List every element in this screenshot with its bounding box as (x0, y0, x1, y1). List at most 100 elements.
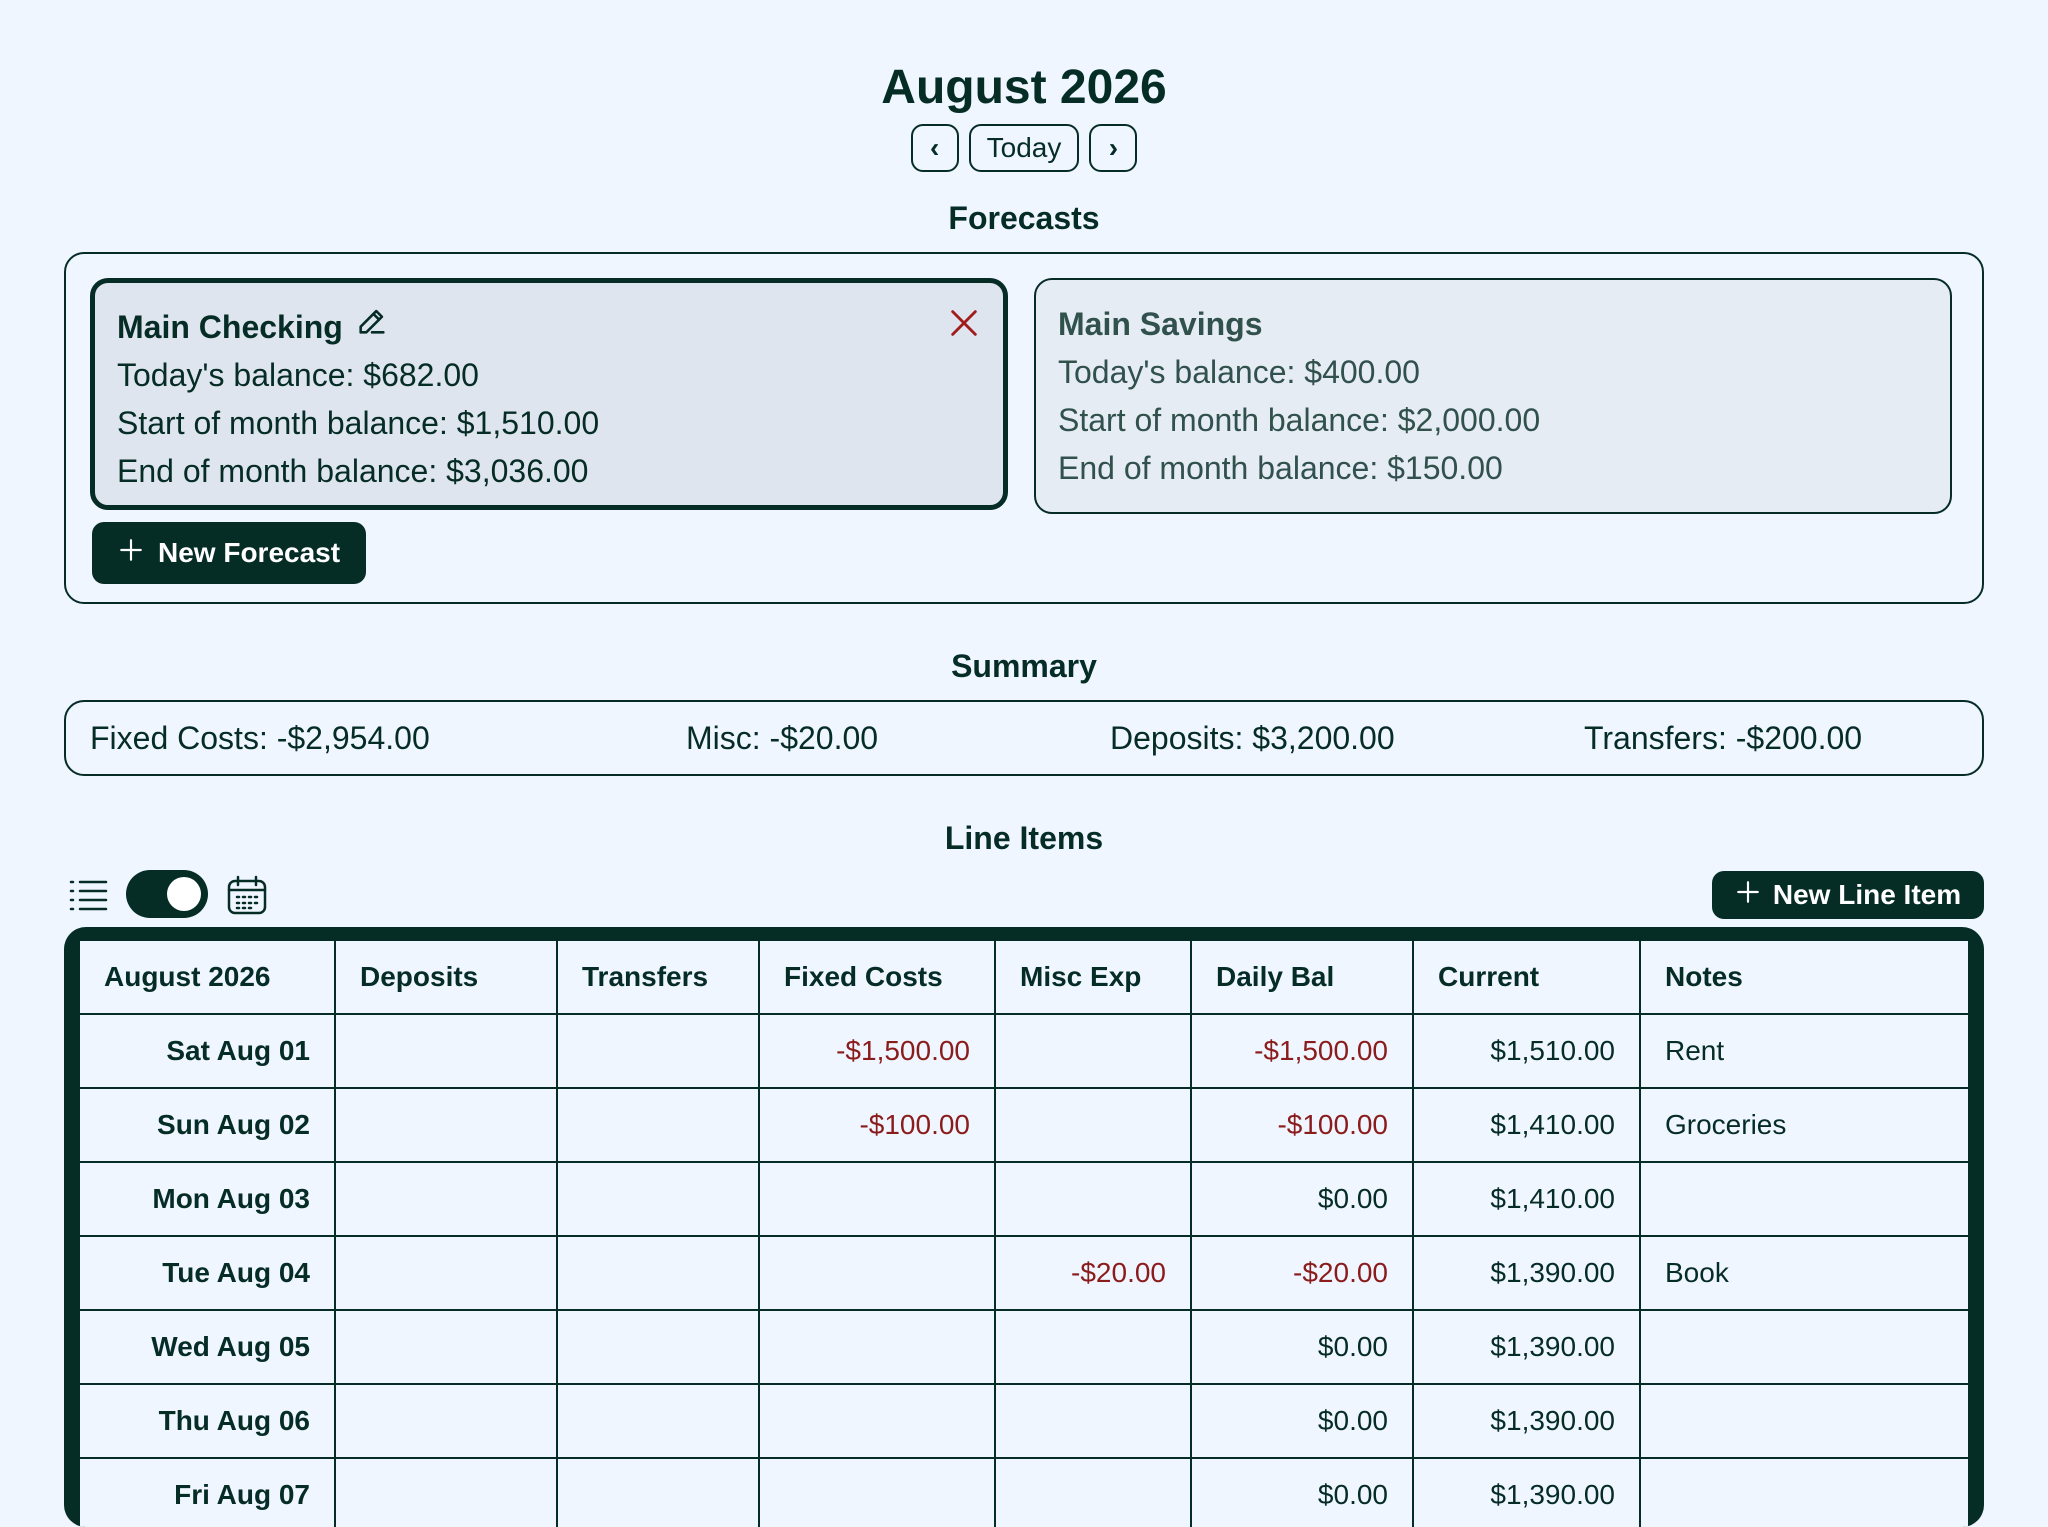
row-daily-bal: -$1,500.00 (1190, 1013, 1414, 1089)
row-fixed-costs[interactable] (758, 1457, 996, 1527)
row-misc-exp[interactable] (994, 1309, 1192, 1385)
month-nav: ‹ Today › (0, 124, 2048, 172)
row-current: $1,390.00 (1412, 1309, 1641, 1385)
row-misc-exp[interactable] (994, 1087, 1192, 1163)
line-items-heading: Line Items (944, 820, 1104, 856)
column-header-current: Current (1412, 939, 1641, 1015)
row-transfers[interactable] (556, 1457, 760, 1527)
summary-heading: Summary (951, 648, 1097, 684)
row-fixed-costs[interactable] (758, 1235, 996, 1311)
row-misc-exp[interactable] (994, 1013, 1192, 1089)
table-row[interactable]: Sun Aug 02 -$100.00 -$100.00 $1,410.00 G… (78, 1087, 1970, 1163)
row-deposits[interactable] (334, 1013, 558, 1089)
row-daily-bal: $0.00 (1190, 1309, 1414, 1385)
forecasts-heading: Forecasts (948, 200, 1100, 236)
new-line-item-button[interactable]: New Line Item (1712, 871, 1984, 919)
row-deposits[interactable] (334, 1235, 558, 1311)
row-current: $1,410.00 (1412, 1087, 1641, 1163)
column-header-notes: Notes (1639, 939, 1970, 1015)
calendar-view-icon[interactable] (226, 874, 268, 921)
column-header-date: August 2026 (78, 939, 336, 1015)
forecast-start-balance: Start of month balance: $1,510.00 (117, 405, 600, 441)
row-daily-bal: $0.00 (1190, 1457, 1414, 1527)
row-current: $1,390.00 (1412, 1383, 1641, 1459)
column-header-deposits: Deposits (334, 939, 558, 1015)
row-date: Mon Aug 03 (78, 1161, 336, 1237)
row-fixed-costs[interactable] (758, 1383, 996, 1459)
forecast-today-balance: Today's balance: $682.00 (117, 357, 479, 393)
row-daily-bal: -$100.00 (1190, 1087, 1414, 1163)
row-deposits[interactable] (334, 1383, 558, 1459)
row-daily-bal: -$20.00 (1190, 1235, 1414, 1311)
forecast-card-main-checking[interactable]: Main Checking Today's balance: $682.00 S… (90, 278, 1008, 510)
row-fixed-costs[interactable]: -$100.00 (758, 1087, 996, 1163)
forecast-today-balance: Today's balance: $400.00 (1058, 354, 1420, 390)
forecast-card-main-savings[interactable]: Main Savings Today's balance: $400.00 St… (1034, 278, 1952, 514)
next-month-button[interactable]: › (1089, 124, 1138, 172)
row-transfers[interactable] (556, 1235, 760, 1311)
row-misc-exp[interactable] (994, 1383, 1192, 1459)
forecasts-panel: Main Checking Today's balance: $682.00 S… (64, 252, 1984, 604)
forecast-start-balance: Start of month balance: $2,000.00 (1058, 402, 1541, 438)
row-transfers[interactable] (556, 1309, 760, 1385)
row-transfers[interactable] (556, 1383, 760, 1459)
row-date: Sun Aug 02 (78, 1087, 336, 1163)
table-row[interactable]: Tue Aug 04 -$20.00 -$20.00 $1,390.00 Boo… (78, 1235, 1970, 1311)
row-misc-exp[interactable] (994, 1457, 1192, 1527)
table-row[interactable]: Thu Aug 06 $0.00 $1,390.00 (78, 1383, 1970, 1459)
summary-deposits: Deposits: $3,200.00 (1110, 719, 1395, 756)
table-row[interactable]: Fri Aug 07 $0.00 $1,390.00 (78, 1457, 1970, 1527)
prev-month-button[interactable]: ‹ (910, 124, 959, 172)
row-current: $1,390.00 (1412, 1235, 1641, 1311)
row-fixed-costs[interactable] (758, 1309, 996, 1385)
column-header-transfers: Transfers (556, 939, 760, 1015)
row-notes[interactable]: Rent (1639, 1013, 1970, 1089)
row-current: $1,390.00 (1412, 1457, 1641, 1527)
row-deposits[interactable] (334, 1161, 558, 1237)
forecast-name: Main Savings (1058, 306, 1263, 342)
row-notes[interactable] (1639, 1309, 1970, 1385)
table-row[interactable]: Sat Aug 01 -$1,500.00 -$1,500.00 $1,510.… (78, 1013, 1970, 1089)
forecast-end-balance: End of month balance: $3,036.00 (117, 453, 589, 489)
summary-misc: Misc: -$20.00 (686, 719, 879, 756)
list-view-icon[interactable] (68, 878, 108, 917)
row-deposits[interactable] (334, 1457, 558, 1527)
new-line-item-label: New Line Item (1772, 879, 1962, 910)
close-icon[interactable] (947, 305, 981, 353)
row-notes[interactable] (1639, 1161, 1970, 1237)
row-notes[interactable]: Book (1639, 1235, 1970, 1311)
plus-icon (118, 537, 144, 570)
view-toggle[interactable] (126, 870, 208, 918)
line-items-table-frame: August 2026 Deposits Transfers Fixed Cos… (64, 927, 1984, 1527)
row-fixed-costs[interactable]: -$1,500.00 (758, 1013, 996, 1089)
new-forecast-button[interactable]: New Forecast (92, 522, 367, 584)
row-misc-exp[interactable] (994, 1161, 1192, 1237)
forecast-end-balance: End of month balance: $150.00 (1058, 450, 1503, 486)
forecast-name-row: Main Checking (117, 303, 981, 351)
summary-transfers: Transfers: -$200.00 (1584, 719, 1863, 756)
row-misc-exp[interactable]: -$20.00 (994, 1235, 1192, 1311)
row-transfers[interactable] (556, 1013, 760, 1089)
row-current: $1,410.00 (1412, 1161, 1641, 1237)
row-transfers[interactable] (556, 1087, 760, 1163)
row-deposits[interactable] (334, 1087, 558, 1163)
table-row[interactable]: Wed Aug 05 $0.00 $1,390.00 (78, 1309, 1970, 1385)
row-notes[interactable] (1639, 1383, 1970, 1459)
today-button[interactable]: Today (968, 124, 1080, 172)
row-daily-bal: $0.00 (1190, 1161, 1414, 1237)
toggle-knob (167, 877, 201, 911)
table-row[interactable]: Mon Aug 03 $0.00 $1,410.00 (78, 1161, 1970, 1237)
row-fixed-costs[interactable] (758, 1161, 996, 1237)
row-deposits[interactable] (334, 1309, 558, 1385)
row-notes[interactable] (1639, 1457, 1970, 1527)
row-date: Tue Aug 04 (78, 1235, 336, 1311)
summary-fixed-costs: Fixed Costs: -$2,954.00 (90, 719, 430, 756)
column-header-fixed-costs: Fixed Costs (758, 939, 996, 1015)
edit-icon[interactable] (355, 303, 389, 351)
column-header-daily-bal: Daily Bal (1190, 939, 1414, 1015)
row-notes[interactable]: Groceries (1639, 1087, 1970, 1163)
row-date: Fri Aug 07 (78, 1457, 336, 1527)
forecast-name: Main Checking (117, 309, 343, 345)
row-transfers[interactable] (556, 1161, 760, 1237)
row-daily-bal: $0.00 (1190, 1383, 1414, 1459)
